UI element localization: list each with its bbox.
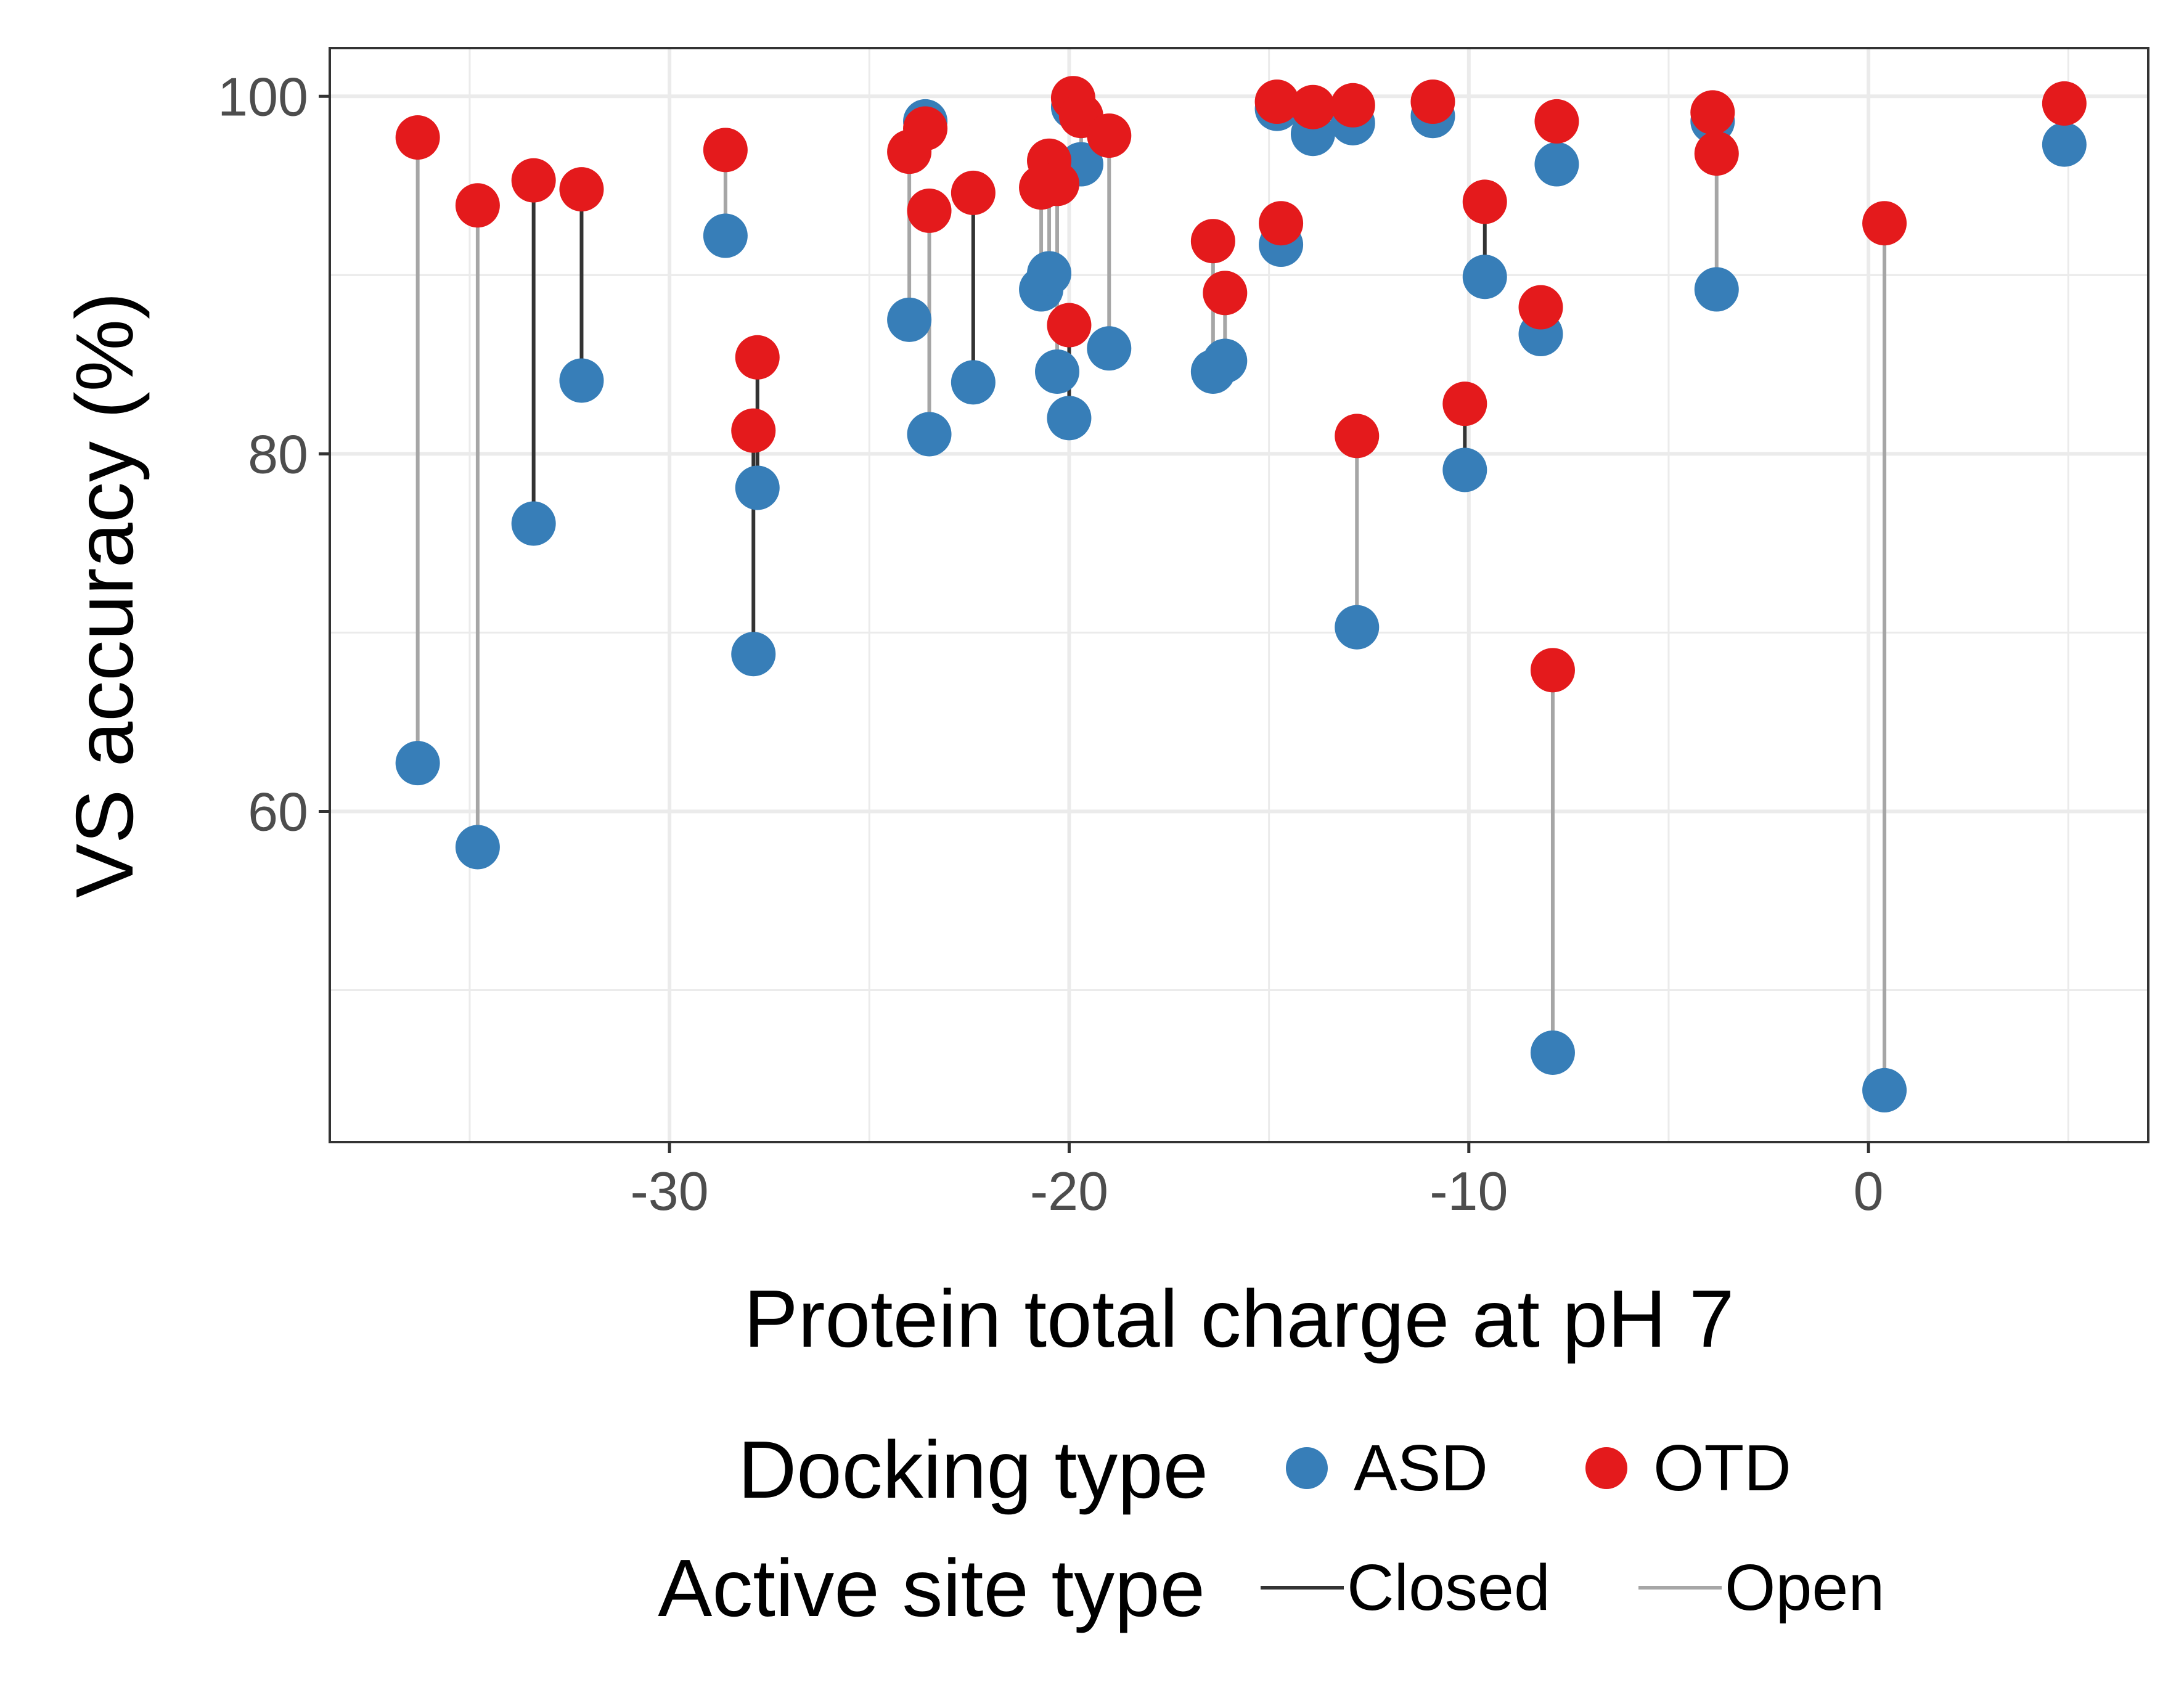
asd-point	[1027, 251, 1072, 296]
legend-otd-label: OTD	[1653, 1432, 1791, 1504]
asd-point	[1442, 447, 1487, 492]
y-tick-label: 100	[218, 66, 308, 127]
otd-point	[731, 408, 776, 453]
asd-point	[1335, 605, 1380, 650]
asd-point	[455, 825, 500, 870]
asd-point	[907, 412, 952, 457]
asd-point	[1462, 255, 1507, 300]
x-tick-label: 0	[1854, 1161, 1884, 1222]
asd-point	[1203, 338, 1248, 383]
otd-point	[1694, 131, 1739, 176]
asd-point	[735, 465, 780, 510]
asd-point	[1530, 1030, 1575, 1075]
otd-point	[455, 183, 500, 228]
otd-point	[1330, 83, 1375, 128]
y-axis-title: VS accuracy (%)	[59, 292, 150, 898]
asd-point	[395, 741, 440, 786]
otd-point	[1518, 285, 1563, 330]
otd-point	[511, 158, 556, 203]
legend-asd-key	[1286, 1447, 1328, 1489]
x-tick-label: -20	[1030, 1161, 1108, 1222]
otd-point	[559, 167, 604, 212]
tick-labels: -30 -20 -10 0 60 80 100	[218, 66, 1883, 1222]
y-tick-label: 80	[248, 423, 308, 484]
asd-point	[1035, 349, 1079, 394]
otd-point	[1530, 648, 1575, 693]
x-axis-title: Protein total charge at pH 7	[744, 1273, 1735, 1364]
otd-point	[1442, 382, 1487, 427]
otd-point	[1862, 201, 1907, 246]
legend-otd-key	[1585, 1447, 1627, 1489]
otd-point	[1462, 179, 1507, 224]
asd-point	[703, 213, 748, 258]
otd-point	[907, 188, 952, 233]
otd-point	[1087, 113, 1132, 158]
legend-site-title: Active site type	[658, 1543, 1205, 1633]
otd-point	[903, 106, 948, 151]
asd-point	[1862, 1067, 1907, 1112]
otd-point	[1259, 201, 1304, 246]
asd-point	[887, 297, 932, 342]
otd-point	[1290, 84, 1335, 129]
otd-point	[951, 170, 996, 215]
asd-point	[559, 358, 604, 403]
legend-open-label: Open	[1725, 1551, 1884, 1624]
otd-point	[1690, 90, 1735, 135]
otd-point	[1335, 414, 1380, 459]
asd-point	[2042, 122, 2087, 167]
asd-point	[951, 360, 996, 405]
asd-point	[1047, 396, 1092, 441]
asd-point	[511, 501, 556, 546]
otd-point	[1190, 219, 1235, 264]
x-tick-label: -30	[631, 1161, 709, 1222]
major-gridlines	[330, 48, 2148, 1142]
otd-point	[1410, 80, 1455, 124]
otd-point	[1047, 303, 1092, 348]
otd-point	[2042, 81, 2087, 126]
otd-point	[1035, 161, 1079, 206]
legend-docking-title: Docking type	[738, 1424, 1208, 1515]
asd-point	[1534, 142, 1579, 187]
axis-ticks	[319, 94, 1870, 1153]
otd-point	[1203, 271, 1248, 316]
data-points	[395, 76, 2087, 1112]
asd-point	[1087, 326, 1132, 371]
otd-point	[735, 335, 780, 380]
x-tick-label: -10	[1429, 1161, 1508, 1222]
legend-asd-label: ASD	[1354, 1432, 1488, 1504]
otd-point	[1534, 99, 1579, 144]
legend: Docking type ASD OTD Active site type Cl…	[658, 1424, 1884, 1633]
legend-closed-label: Closed	[1347, 1551, 1550, 1624]
asd-point	[1694, 267, 1739, 312]
otd-point	[703, 128, 748, 173]
otd-point	[395, 115, 440, 160]
otd-point	[1254, 80, 1299, 124]
y-tick-label: 60	[248, 781, 308, 842]
asd-point	[731, 632, 776, 677]
panel-border	[329, 47, 2149, 1143]
